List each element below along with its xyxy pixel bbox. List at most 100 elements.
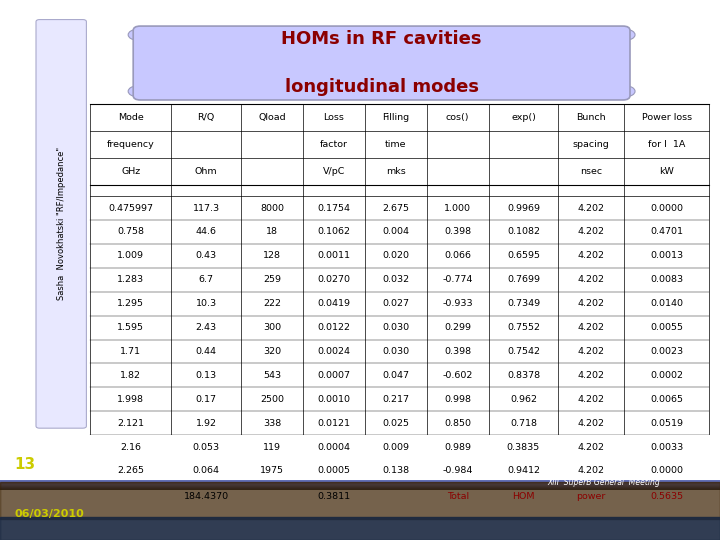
Text: 1.000: 1.000 bbox=[444, 204, 471, 213]
Circle shape bbox=[618, 30, 635, 40]
Text: 259: 259 bbox=[263, 275, 281, 284]
Text: 0.0083: 0.0083 bbox=[650, 275, 683, 284]
Text: 4.202: 4.202 bbox=[577, 275, 605, 284]
Text: 0.17: 0.17 bbox=[196, 395, 217, 404]
Text: frequency: frequency bbox=[107, 140, 155, 149]
Bar bbox=[0, 484, 720, 489]
Text: 0.7552: 0.7552 bbox=[507, 323, 540, 332]
Text: Loss: Loss bbox=[323, 113, 344, 122]
Text: 0.0055: 0.0055 bbox=[650, 323, 683, 332]
Text: 222: 222 bbox=[263, 299, 281, 308]
Text: kW: kW bbox=[660, 167, 674, 176]
Text: 0.398: 0.398 bbox=[444, 227, 471, 237]
Text: 2500: 2500 bbox=[260, 395, 284, 404]
Text: 0.030: 0.030 bbox=[382, 323, 409, 332]
Text: 117.3: 117.3 bbox=[192, 204, 220, 213]
Text: 0.009: 0.009 bbox=[382, 443, 409, 451]
Text: 300: 300 bbox=[263, 323, 281, 332]
Text: -0.774: -0.774 bbox=[443, 275, 473, 284]
Bar bbox=[0, 481, 720, 487]
Text: 1.998: 1.998 bbox=[117, 395, 144, 404]
Bar bbox=[0, 480, 720, 485]
FancyBboxPatch shape bbox=[36, 19, 86, 428]
Text: 0.0270: 0.0270 bbox=[318, 275, 351, 284]
Bar bbox=[0, 481, 720, 487]
Text: 1.92: 1.92 bbox=[196, 418, 217, 428]
Text: 1.71: 1.71 bbox=[120, 347, 141, 356]
Text: 4.202: 4.202 bbox=[577, 227, 605, 237]
Text: Power loss: Power loss bbox=[642, 113, 692, 122]
Text: factor: factor bbox=[320, 140, 348, 149]
Text: 0.0004: 0.0004 bbox=[318, 443, 351, 451]
Bar bbox=[0, 482, 720, 487]
Text: 4.202: 4.202 bbox=[577, 204, 605, 213]
Text: Total: Total bbox=[446, 492, 469, 501]
Text: Ohm: Ohm bbox=[195, 167, 217, 176]
Text: 0.1062: 0.1062 bbox=[318, 227, 351, 237]
Circle shape bbox=[128, 86, 145, 97]
Text: 0.217: 0.217 bbox=[382, 395, 409, 404]
Text: 4.202: 4.202 bbox=[577, 467, 605, 476]
Circle shape bbox=[128, 30, 145, 40]
Text: 0.0419: 0.0419 bbox=[318, 299, 351, 308]
Text: 0.3811: 0.3811 bbox=[318, 492, 351, 501]
Text: Qload: Qload bbox=[258, 113, 286, 122]
Text: -0.933: -0.933 bbox=[442, 299, 473, 308]
Text: 6.7: 6.7 bbox=[199, 275, 214, 284]
Bar bbox=[0, 484, 720, 490]
Text: 0.032: 0.032 bbox=[382, 275, 409, 284]
Text: 0.43: 0.43 bbox=[196, 251, 217, 260]
Text: 1.283: 1.283 bbox=[117, 275, 144, 284]
Bar bbox=[0, 482, 720, 488]
Text: 338: 338 bbox=[263, 418, 281, 428]
Text: HOM: HOM bbox=[512, 492, 535, 501]
Text: HOMs in RF cavities: HOMs in RF cavities bbox=[282, 30, 482, 48]
Text: 4.202: 4.202 bbox=[577, 347, 605, 356]
Text: 44.6: 44.6 bbox=[196, 227, 217, 237]
Bar bbox=[0, 485, 720, 490]
Text: 0.1754: 0.1754 bbox=[318, 204, 351, 213]
Text: XIII  SuperB General  Meeting: XIII SuperB General Meeting bbox=[547, 477, 660, 487]
Text: 0.7542: 0.7542 bbox=[507, 347, 540, 356]
Text: 10.3: 10.3 bbox=[196, 299, 217, 308]
Text: 2.121: 2.121 bbox=[117, 418, 144, 428]
Text: 0.989: 0.989 bbox=[444, 443, 471, 451]
Text: 0.9969: 0.9969 bbox=[507, 204, 540, 213]
Text: GHz: GHz bbox=[121, 167, 140, 176]
Bar bbox=[0, 482, 720, 487]
Text: 0.5635: 0.5635 bbox=[650, 492, 683, 501]
Text: mks: mks bbox=[386, 167, 405, 176]
Text: R/Q: R/Q bbox=[197, 113, 215, 122]
Text: nsec: nsec bbox=[580, 167, 602, 176]
Text: 4.202: 4.202 bbox=[577, 443, 605, 451]
Text: 0.8378: 0.8378 bbox=[507, 371, 540, 380]
Text: longitudinal modes: longitudinal modes bbox=[284, 78, 479, 96]
Text: 1.595: 1.595 bbox=[117, 323, 144, 332]
Text: 0.3835: 0.3835 bbox=[507, 443, 540, 451]
Bar bbox=[0, 480, 720, 485]
Text: 0.0000: 0.0000 bbox=[650, 204, 683, 213]
Text: 0.0002: 0.0002 bbox=[650, 371, 683, 380]
Bar bbox=[0, 483, 720, 488]
Text: 0.13: 0.13 bbox=[196, 371, 217, 380]
Text: 0.44: 0.44 bbox=[196, 347, 217, 356]
FancyBboxPatch shape bbox=[133, 26, 630, 100]
Text: 0.4701: 0.4701 bbox=[650, 227, 683, 237]
Text: 0.7349: 0.7349 bbox=[507, 299, 540, 308]
Text: 128: 128 bbox=[263, 251, 281, 260]
Text: 0.0000: 0.0000 bbox=[650, 467, 683, 476]
Text: -0.984: -0.984 bbox=[443, 467, 473, 476]
Text: Bunch: Bunch bbox=[576, 113, 606, 122]
Text: 18: 18 bbox=[266, 227, 278, 237]
Text: 0.0013: 0.0013 bbox=[650, 251, 683, 260]
Text: 4.202: 4.202 bbox=[577, 299, 605, 308]
Bar bbox=[0, 517, 720, 540]
Text: 1.009: 1.009 bbox=[117, 251, 144, 260]
Text: 0.0065: 0.0065 bbox=[650, 395, 683, 404]
Circle shape bbox=[618, 86, 635, 97]
Text: 1.295: 1.295 bbox=[117, 299, 144, 308]
Text: 0.0011: 0.0011 bbox=[318, 251, 351, 260]
Text: 0.030: 0.030 bbox=[382, 347, 409, 356]
Text: 8000: 8000 bbox=[260, 204, 284, 213]
Text: 0.0033: 0.0033 bbox=[650, 443, 683, 451]
